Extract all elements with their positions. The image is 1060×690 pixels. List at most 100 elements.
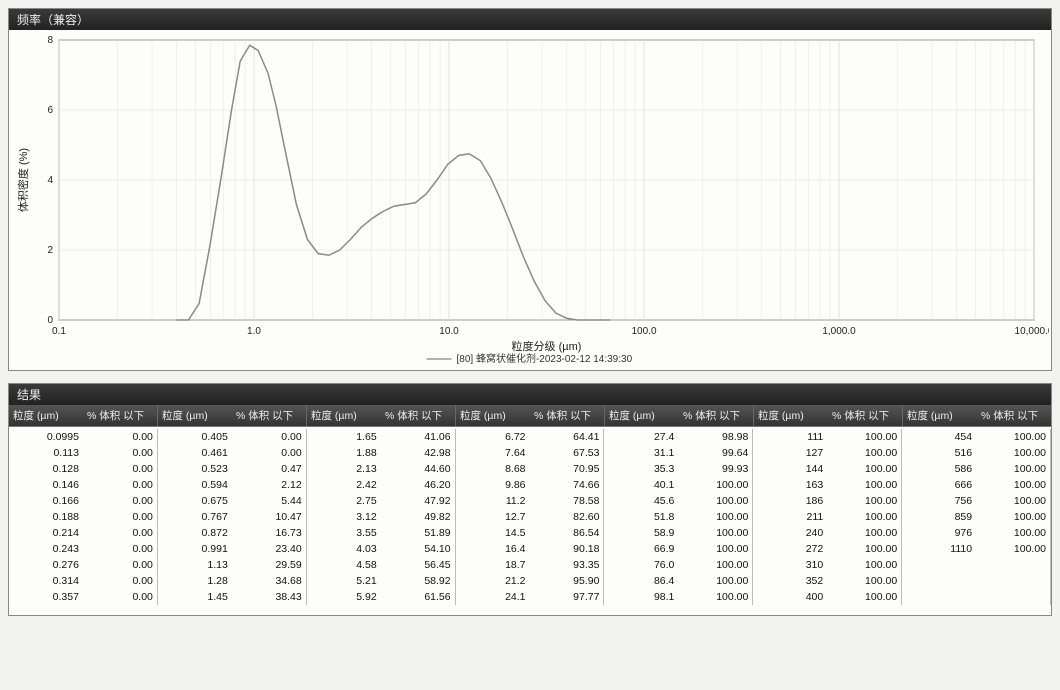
cell-size: 2.42: [307, 477, 381, 493]
data-colgroup: [902, 573, 1051, 589]
cell-pct: 2.12: [232, 477, 306, 493]
data-colgroup: 1110100.00: [902, 541, 1051, 557]
data-colgroup: 11.278.58: [456, 493, 605, 509]
data-colgroup: 352100.00: [753, 573, 902, 589]
data-colgroup: 51.8100.00: [604, 509, 753, 525]
cell-size: 51.8: [604, 509, 678, 525]
header-colgroup: 粒度 (µm)% 体积 以下: [9, 405, 158, 426]
table-row: 0.1880.000.76710.473.1249.8212.782.6051.…: [9, 509, 1051, 525]
header-colgroup: 粒度 (µm)% 体积 以下: [754, 405, 903, 426]
cell-size: 976: [902, 525, 976, 541]
header-colgroup: 粒度 (µm)% 体积 以下: [307, 405, 456, 426]
cell-pct: 16.73: [232, 525, 306, 541]
data-colgroup: 211100.00: [753, 509, 902, 525]
cell-size: 66.9: [604, 541, 678, 557]
cell-pct: 0.00: [232, 429, 306, 445]
data-colgroup: 24.197.77: [456, 589, 605, 605]
cell-pct: 100.00: [827, 509, 901, 525]
cell-pct: 100.00: [678, 541, 752, 557]
header-colgroup: 粒度 (µm)% 体积 以下: [903, 405, 1051, 426]
table-row: 0.1660.000.6755.442.7547.9211.278.5845.6…: [9, 493, 1051, 509]
data-colgroup: 3.5551.89: [307, 525, 456, 541]
cell-pct: [976, 589, 1050, 605]
table-row: 0.2760.001.1329.594.5856.4518.793.3576.0…: [9, 557, 1051, 573]
cell-size: 12.7: [456, 509, 530, 525]
cell-size: 127: [753, 445, 827, 461]
cell-size: 0.872: [158, 525, 232, 541]
data-colgroup: 40.1100.00: [604, 477, 753, 493]
cell-size: 1.28: [158, 573, 232, 589]
svg-text:100.0: 100.0: [631, 326, 656, 337]
header-size: 粒度 (µm): [9, 405, 83, 426]
cell-pct: 100.00: [976, 477, 1050, 493]
cell-pct: 100.00: [976, 509, 1050, 525]
cell-size: 0.276: [9, 557, 83, 573]
svg-text:0: 0: [47, 315, 53, 326]
data-colgroup: 310100.00: [753, 557, 902, 573]
cell-pct: 86.54: [530, 525, 604, 541]
cell-pct: 100.00: [827, 557, 901, 573]
data-colgroup: 0.1880.00: [9, 509, 158, 525]
cell-pct: 100.00: [827, 445, 901, 461]
cell-size: 9.86: [456, 477, 530, 493]
data-colgroup: 76.0100.00: [604, 557, 753, 573]
cell-size: 8.68: [456, 461, 530, 477]
cell-pct: 100.00: [976, 445, 1050, 461]
cell-size: 756: [902, 493, 976, 509]
header-size: 粒度 (µm): [158, 405, 232, 426]
cell-size: 144: [753, 461, 827, 477]
cell-size: 0.0995: [9, 429, 83, 445]
cell-pct: 0.00: [83, 557, 157, 573]
data-colgroup: 21.295.90: [456, 573, 605, 589]
cell-size: 352: [753, 573, 827, 589]
data-colgroup: 0.5230.47: [158, 461, 307, 477]
data-colgroup: 14.586.54: [456, 525, 605, 541]
cell-pct: 0.00: [83, 477, 157, 493]
cell-pct: 100.00: [678, 509, 752, 525]
cell-pct: 0.00: [83, 461, 157, 477]
svg-text:2: 2: [47, 245, 53, 256]
cell-size: 272: [753, 541, 827, 557]
data-colgroup: 66.9100.00: [604, 541, 753, 557]
cell-pct: 10.47: [232, 509, 306, 525]
cell-size: 21.2: [456, 573, 530, 589]
table-row: 0.1130.000.4610.001.8842.987.6467.5331.1…: [9, 445, 1051, 461]
data-colgroup: 0.4050.00: [158, 429, 307, 445]
cell-size: 24.1: [456, 589, 530, 605]
table-row: 0.3140.001.2834.685.2158.9221.295.9086.4…: [9, 573, 1051, 589]
cell-size: 454: [902, 429, 976, 445]
cell-size: [902, 589, 976, 605]
cell-size: 1.45: [158, 589, 232, 605]
cell-pct: 100.00: [827, 541, 901, 557]
cell-size: 76.0: [604, 557, 678, 573]
cell-pct: [976, 557, 1050, 573]
cell-pct: 100.00: [827, 525, 901, 541]
cell-pct: 93.35: [530, 557, 604, 573]
cell-size: 1110: [902, 541, 976, 557]
cell-pct: 100.00: [827, 461, 901, 477]
cell-pct: 98.98: [678, 429, 752, 445]
header-pct: % 体积 以下: [232, 405, 306, 426]
data-colgroup: 8.6870.95: [456, 461, 605, 477]
cell-pct: 0.00: [83, 541, 157, 557]
cell-pct: 100.00: [976, 461, 1050, 477]
cell-pct: 100.00: [678, 589, 752, 605]
data-colgroup: 1.1329.59: [158, 557, 307, 573]
cell-size: 163: [753, 477, 827, 493]
data-colgroup: 86.4100.00: [604, 573, 753, 589]
results-body: 0.09950.000.4050.001.6541.066.7264.4127.…: [9, 427, 1051, 615]
data-colgroup: 7.6467.53: [456, 445, 605, 461]
data-colgroup: 976100.00: [902, 525, 1051, 541]
cell-size: 240: [753, 525, 827, 541]
cell-pct: 0.00: [83, 589, 157, 605]
chart-panel-title: 频率（兼容）: [9, 9, 1051, 30]
results-table: 粒度 (µm)% 体积 以下粒度 (µm)% 体积 以下粒度 (µm)% 体积 …: [9, 405, 1051, 615]
cell-size: 86.4: [604, 573, 678, 589]
cell-pct: 100.00: [827, 589, 901, 605]
data-colgroup: 144100.00: [753, 461, 902, 477]
data-colgroup: 400100.00: [753, 589, 902, 605]
cell-size: [902, 573, 976, 589]
cell-size: 11.2: [456, 493, 530, 509]
data-colgroup: 0.1660.00: [9, 493, 158, 509]
data-colgroup: 1.2834.68: [158, 573, 307, 589]
